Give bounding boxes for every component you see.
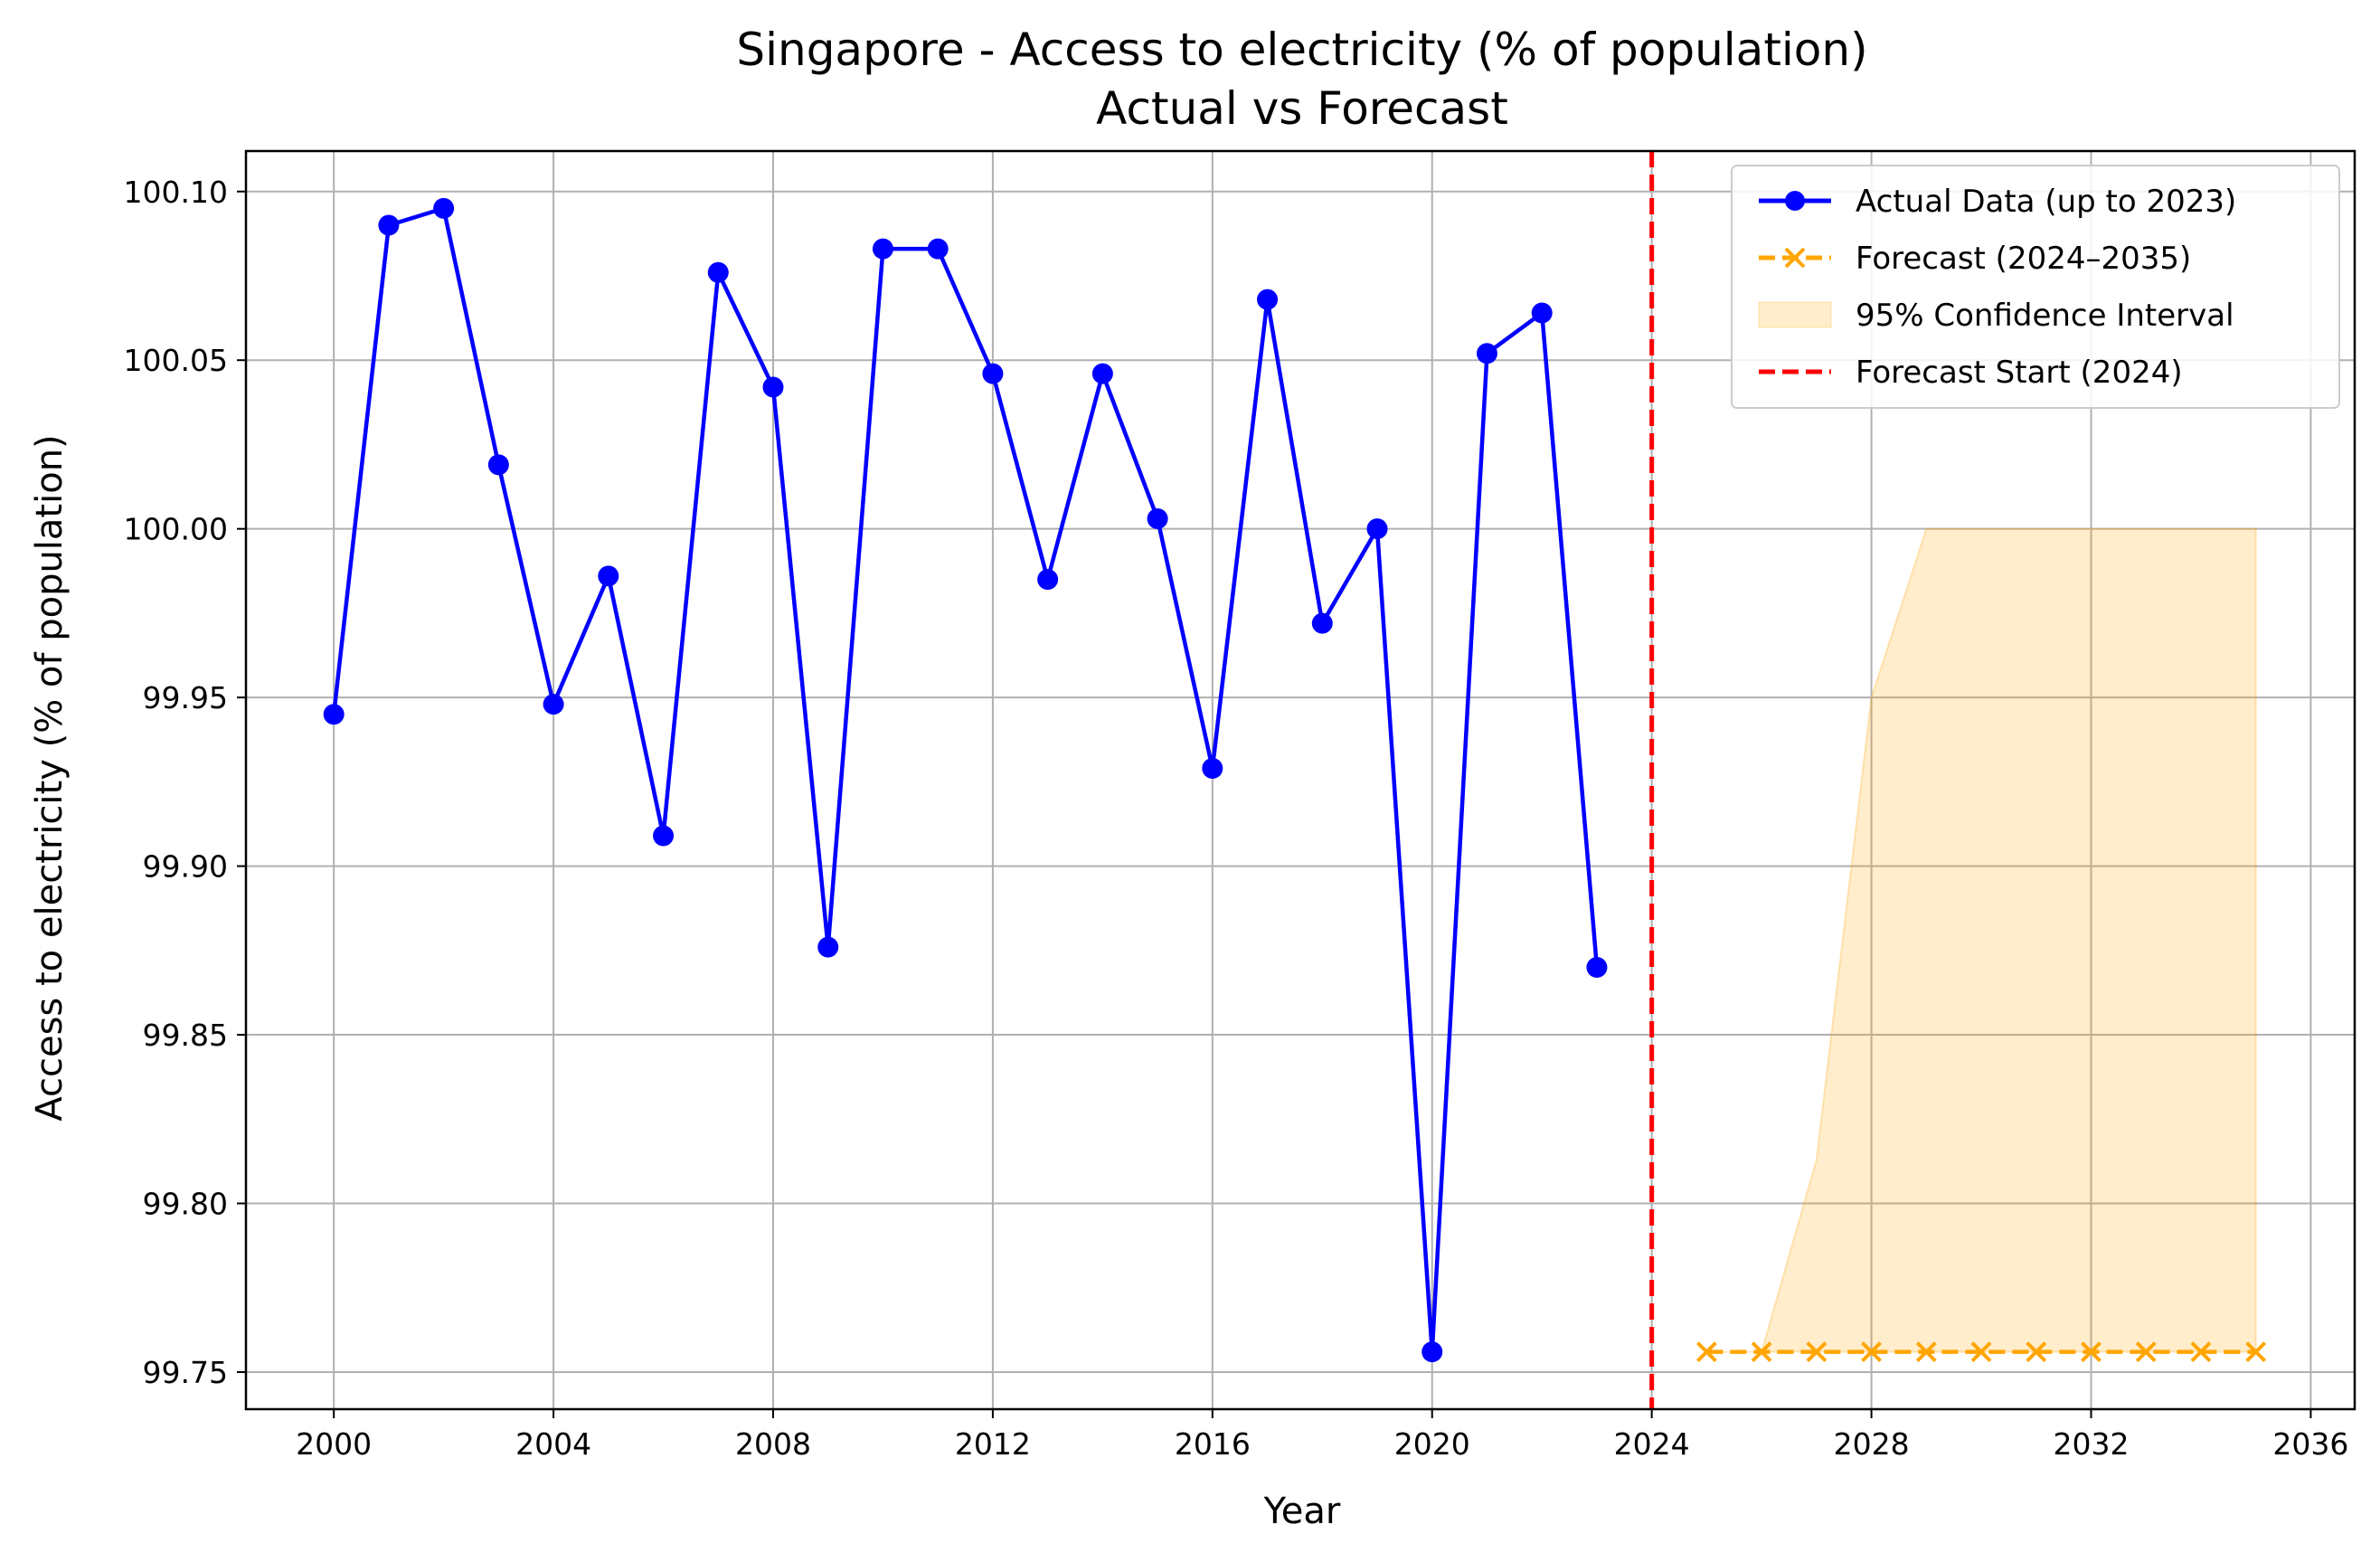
x-tick-label: 2000: [296, 1426, 372, 1462]
actual-data-point: [598, 565, 619, 587]
legend-item-forecast-start: Forecast Start (2024): [1759, 355, 2183, 391]
actual-data-point: [653, 825, 675, 847]
legend-label-ci: 95% Confidence Interval: [1856, 298, 2234, 334]
x-tick-label: 2016: [1175, 1426, 1251, 1462]
actual-data-point: [1476, 343, 1497, 365]
legend: Actual Data (up to 2023) Forecast (2024–…: [1731, 165, 2340, 409]
legend-item-actual: Actual Data (up to 2023): [1759, 184, 2236, 220]
legend-item-forecast: Forecast (2024–2035): [1759, 241, 2191, 277]
actual-data-point: [1091, 363, 1113, 384]
actual-data-point: [1037, 569, 1059, 591]
actual-data-point: [762, 376, 784, 398]
legend-label-forecast: Forecast (2024–2035): [1856, 241, 2191, 277]
legend-item-ci: 95% Confidence Interval: [1758, 298, 2234, 334]
actual-data-point: [872, 238, 893, 260]
actual-data-point: [323, 704, 345, 725]
x-tick-label: 2012: [955, 1426, 1031, 1462]
forecast-data-point: [2135, 1341, 2157, 1363]
actual-data-point: [817, 936, 839, 958]
chart-subtitle: Actual vs Forecast: [1096, 82, 1508, 135]
actual-data-point: [707, 261, 729, 283]
forecast-data-point: [2081, 1341, 2101, 1363]
grid: [246, 151, 2355, 1409]
series-layer: [323, 197, 2267, 1363]
legend-label-forecast-start: Forecast Start (2024): [1856, 355, 2183, 391]
forecast-data-point: [2190, 1341, 2212, 1363]
forecast-data-point: [1915, 1341, 1937, 1363]
x-tick-label: 2028: [1834, 1426, 1910, 1462]
forecast-data-point: [2245, 1341, 2267, 1363]
actual-data-point: [1531, 302, 1553, 324]
x-tick-label: 2008: [735, 1426, 811, 1462]
actual-data-point: [927, 238, 949, 260]
actual-data-point: [1586, 956, 1608, 978]
forecast-data-point: [1806, 1341, 1828, 1363]
x-tick-label: 2004: [515, 1426, 591, 1462]
forecast-data-point: [1861, 1341, 1882, 1363]
y-tick-label: 100.10: [124, 175, 228, 210]
y-tick-label: 100.05: [124, 343, 228, 378]
axes: [237, 149, 2356, 1418]
x-tick-label: 2032: [2054, 1426, 2130, 1462]
y-tick-label: 100.00: [124, 512, 228, 547]
y-tick-label: 99.90: [143, 849, 228, 885]
tick-labels: 2000 2004 2008 2012 2016 2020 2024 2028 2032 2036…: [124, 175, 2349, 1462]
y-tick-label: 99.95: [143, 680, 228, 715]
actual-data-point: [1421, 1341, 1443, 1363]
x-tick-label: 2036: [2272, 1426, 2348, 1462]
legend-ci-swatch: [1758, 301, 1832, 328]
y-tick-label: 99.80: [143, 1187, 228, 1222]
legend-box: [1731, 165, 2340, 409]
actual-data-point: [433, 197, 455, 219]
actual-data-point: [1366, 518, 1388, 540]
legend-forecast-marker: [1784, 247, 1806, 269]
actual-data-point: [378, 214, 400, 236]
confidence-band: [1706, 527, 2257, 1353]
y-axis-label: Access to electricity (% of population): [29, 434, 71, 1121]
actual-data-point: [982, 363, 1004, 384]
x-tick-label: 2020: [1394, 1426, 1470, 1462]
forecast-data-point: [2026, 1341, 2047, 1363]
actual-data-point: [1311, 612, 1333, 634]
forecast-data-point: [1751, 1341, 1772, 1363]
actual-data-point: [1257, 289, 1279, 310]
forecast-data-point: [1695, 1341, 1717, 1363]
chart-title: Singapore - Access to electricity (% of …: [736, 24, 1867, 76]
actual-series-line: [331, 206, 1600, 1354]
x-axis-label: Year: [1263, 1491, 1341, 1532]
actual-data-point: [1147, 507, 1168, 529]
legend-label-actual: Actual Data (up to 2023): [1856, 184, 2236, 220]
actual-data-point: [1202, 757, 1223, 779]
y-tick-label: 99.85: [143, 1018, 228, 1053]
x-tick-label: 2024: [1614, 1426, 1690, 1462]
y-tick-label: 99.75: [143, 1355, 228, 1390]
confidence-band-layer: [1706, 527, 2257, 1353]
actual-data-point: [487, 454, 509, 476]
plot-frame: [244, 149, 2356, 1411]
actual-data-point: [543, 694, 564, 715]
forecast-data-point: [1970, 1341, 1992, 1363]
legend-actual-marker: [1785, 191, 1805, 211]
